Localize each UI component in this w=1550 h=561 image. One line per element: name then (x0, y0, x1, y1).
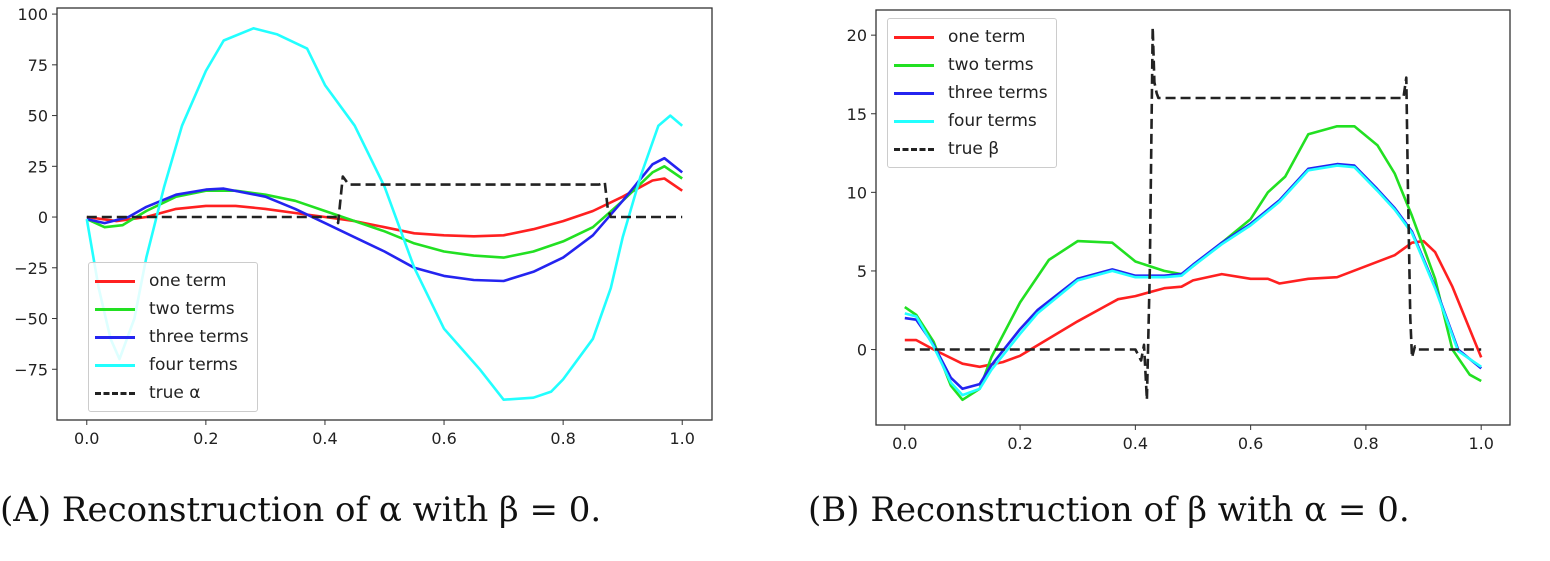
plot-b: 0.0 0.2 0.4 0.6 0.8 1.0 20 15 10 5 0 one term two t… (820, 0, 1550, 470)
series-line-three-terms (86, 156, 684, 283)
y-tick-label: −50 (14, 310, 48, 329)
plot-a: 0.0 0.2 0.4 0.6 0.8 1.0 100 75 50 25 0 −25 −50 −75 on… (0, 0, 720, 470)
x-tick-label: 0.6 (1238, 434, 1263, 453)
legend-label: four terms (948, 111, 1037, 131)
axes-frame (875, 9, 1511, 426)
y-tick-label: 10 (847, 183, 867, 202)
legend-entry: four terms (95, 351, 249, 379)
legend-swatch (894, 91, 934, 95)
x-tick-label: 0.6 (431, 429, 456, 448)
series-line-four-terms (904, 164, 1482, 397)
y-tick-label: 15 (847, 105, 867, 124)
x-tick-label: 1.0 (1468, 434, 1493, 453)
y-tick-label: −25 (14, 259, 48, 278)
legend-swatch (95, 391, 135, 395)
series-line-true-β (904, 25, 1482, 402)
x-tick-label: 0.4 (312, 429, 337, 448)
y-tick-label: 0 (38, 208, 48, 227)
legend-entry: one term (95, 267, 249, 295)
legend-a: one term two terms three terms four terms tr… (88, 262, 258, 412)
chart-a-svg: 0.0 0.2 0.4 0.6 0.8 1.0 100 75 50 25 0 −25 −50 −75 (14, 5, 713, 448)
legend-entry: true β (894, 135, 1048, 163)
legend-entry: true α (95, 379, 249, 407)
x-tick-label: 0.8 (550, 429, 575, 448)
legend-swatch (95, 335, 135, 339)
x-tick-label: 0.0 (892, 434, 917, 453)
x-tick-label: 0.8 (1353, 434, 1378, 453)
legend-swatch (894, 63, 934, 67)
x-tick-label: 0.4 (1123, 434, 1148, 453)
legend-label: four terms (149, 355, 238, 375)
legend-label: one term (149, 271, 227, 291)
x-tick-label: 0.2 (1007, 434, 1032, 453)
caption-b-text: Reconstruction of β with α = 0. (870, 490, 1410, 530)
caption-a-text: Reconstruction of α with β = 0. (61, 490, 602, 530)
legend-swatch (95, 363, 135, 367)
axes-frame (56, 7, 713, 421)
legend-label: three terms (149, 327, 249, 347)
legend-entry: three terms (894, 79, 1048, 107)
y-tick-label: 0 (857, 341, 867, 360)
legend-swatch (894, 35, 934, 39)
legend-label: two terms (149, 299, 235, 319)
legend-label: two terms (948, 55, 1034, 75)
x-tick-label: 1.0 (670, 429, 695, 448)
legend-label: true α (149, 383, 201, 403)
legend-label: one term (948, 27, 1026, 47)
legend-entry: two terms (894, 51, 1048, 79)
series-line-one-term (904, 239, 1483, 369)
legend-label: true β (948, 139, 1000, 159)
series-line-two-terms (86, 165, 683, 259)
legend-entry: three terms (95, 323, 249, 351)
x-tick-label: 0.2 (193, 429, 218, 448)
caption-b-label: (B) (808, 490, 860, 530)
legend-swatch (894, 147, 934, 151)
legend-swatch (95, 279, 135, 283)
y-tick-label: 20 (847, 26, 867, 45)
legend-entry: one term (894, 23, 1048, 51)
series-line-true-α (86, 175, 683, 225)
chart-b-svg: 0.0 0.2 0.4 0.6 0.8 1.0 20 15 10 5 0 (847, 9, 1511, 453)
y-tick-label: −75 (14, 360, 48, 379)
caption-a: (A) Reconstruction of α with β = 0. (0, 490, 601, 530)
caption-a-label: (A) (0, 490, 52, 530)
y-tick-label: 5 (857, 262, 867, 281)
legend-entry: two terms (95, 295, 249, 323)
y-tick-label: 25 (28, 157, 48, 176)
legend-swatch (95, 307, 135, 311)
legend-entry: four terms (894, 107, 1048, 135)
y-tick-label: 100 (17, 5, 48, 24)
y-tick-label: 75 (28, 56, 48, 75)
legend-b: one term two terms three terms four terms tr… (887, 18, 1057, 168)
legend-label: three terms (948, 83, 1048, 103)
y-tick-label: 50 (28, 107, 48, 126)
legend-swatch (894, 119, 934, 123)
x-tick-label: 0.0 (74, 429, 99, 448)
caption-b: (B) Reconstruction of β with α = 0. (808, 490, 1410, 530)
series-line-four-terms (85, 26, 684, 402)
